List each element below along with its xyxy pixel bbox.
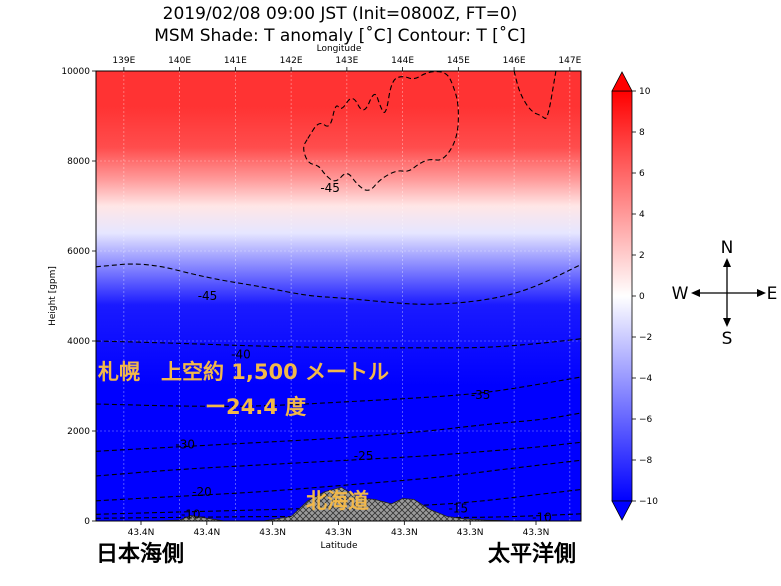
contour-line	[303, 71, 459, 191]
contour-label: -45	[198, 289, 218, 303]
colorbar-tick-label: 4	[639, 210, 645, 220]
contour-labels: -45 -45 -40 -35 -30 -25 -20 -15 -10 -10	[175, 181, 551, 524]
terrain-label: 北海道	[306, 489, 369, 513]
chart-title-line2: MSM Shade: T anomaly [˚C] Contour: T [˚C…	[154, 25, 526, 46]
arrow-right-icon	[757, 289, 766, 297]
colorbar-tick-label: −10	[639, 497, 658, 507]
x-tick-label: 43.3N	[259, 528, 286, 538]
annotation-line2: ー24.4 度	[205, 395, 306, 419]
x-axis-latitude: 43.4N 43.4N 43.3N 43.3N 43.3N 43.3N 43.3N	[128, 521, 550, 538]
contour-label: -35	[471, 388, 491, 402]
y-tick-label: 10000	[61, 67, 90, 77]
contour-label: -15	[449, 501, 469, 515]
compass: N S W E	[672, 238, 778, 349]
grid-lines	[96, 71, 581, 521]
x-axis-label: Latitude	[320, 541, 358, 551]
colorbar-body	[611, 90, 633, 502]
contour-label: -20	[192, 485, 212, 499]
colorbar-extend-max	[611, 71, 633, 92]
x-tick-label: 43.3N	[325, 528, 352, 538]
anomaly-field	[96, 71, 581, 521]
y-axis-label: Height [gpm]	[48, 266, 58, 326]
colorbar-tick-label: 10	[639, 87, 651, 97]
contour-line	[513, 71, 557, 119]
x2-tick-label: 140E	[168, 56, 191, 66]
colorbar-ticks: −10 −8 −6 −4 −2 0 2 4 6 8 10	[632, 87, 658, 507]
x-axis-longitude: 139E 140E 141E 142E 143E 144E 145E 146E 147E	[112, 56, 582, 71]
contour-label: -40	[231, 348, 251, 362]
contour-label: -45	[320, 181, 340, 195]
compass-north: N	[721, 238, 734, 258]
compass-south: S	[722, 329, 733, 349]
contour-line	[96, 376, 581, 407]
x2-axis-label: Longitude	[317, 44, 362, 54]
contour-line	[96, 441, 581, 477]
x2-tick-label: 144E	[391, 56, 414, 66]
y-axis: 0 2000 4000 6000 8000 10000	[61, 67, 96, 527]
plot-area: -45 -45 -40 -35 -30 -25 -20 -15 -10 -10 0 2000 4000…	[48, 44, 582, 551]
arrow-up-icon	[723, 258, 731, 267]
y-tick-label: 2000	[67, 427, 90, 437]
x2-tick-label: 145E	[447, 56, 470, 66]
side-label-right: 太平洋側	[488, 541, 576, 567]
y-tick-label: 0	[84, 517, 90, 527]
annotation-line1: 札幌 上空約 1,500 メートル	[97, 360, 389, 384]
y-tick-label: 6000	[67, 247, 90, 257]
colorbar-tick-label: −8	[639, 456, 653, 466]
y-tick-label: 8000	[67, 157, 90, 167]
x-tick-label: 43.3N	[523, 528, 550, 538]
colorbar-tick-label: 8	[639, 128, 645, 138]
x2-tick-label: 147E	[558, 56, 581, 66]
x-tick-label: 43.4N	[193, 528, 220, 538]
x2-tick-label: 146E	[503, 56, 526, 66]
x2-tick-label: 143E	[335, 56, 358, 66]
contour-line	[96, 338, 581, 349]
arrow-down-icon	[723, 318, 731, 327]
terrain-hokkaido	[96, 486, 581, 521]
compass-east: E	[767, 284, 778, 304]
colorbar-tick-label: −4	[639, 374, 653, 384]
contour-label: -10	[532, 510, 552, 524]
compass-west: W	[672, 284, 689, 304]
colorbar-tick-label: −6	[639, 415, 653, 425]
contour-label: -30	[175, 438, 195, 452]
x-tick-label: 43.3N	[391, 528, 418, 538]
colorbar-tick-label: −2	[639, 333, 652, 343]
colorbar-tick-label: 2	[639, 251, 645, 261]
chart-title-line1: 2019/02/08 09:00 JST (Init=0800Z, FT=0)	[163, 4, 518, 24]
contour-label: -10	[181, 507, 201, 521]
side-label-left: 日本海側	[96, 541, 184, 567]
x-tick-label: 43.4N	[128, 528, 155, 538]
colorbar: −10 −8 −6 −4 −2 0 2 4 6 8 10	[611, 71, 658, 521]
x2-tick-label: 142E	[280, 56, 303, 66]
x2-tick-label: 141E	[224, 56, 247, 66]
x-tick-label: 43.3N	[457, 528, 484, 538]
x2-tick-label: 139E	[112, 56, 135, 66]
arrow-left-icon	[691, 289, 700, 297]
colorbar-extend-min	[611, 500, 633, 521]
contour-line	[96, 263, 581, 305]
y-tick-label: 4000	[67, 337, 90, 347]
contour-label: -25	[354, 449, 374, 463]
colorbar-tick-label: 6	[639, 169, 645, 179]
contour-line	[96, 459, 581, 502]
contour-line	[96, 412, 581, 452]
colorbar-tick-label: 0	[639, 292, 645, 302]
